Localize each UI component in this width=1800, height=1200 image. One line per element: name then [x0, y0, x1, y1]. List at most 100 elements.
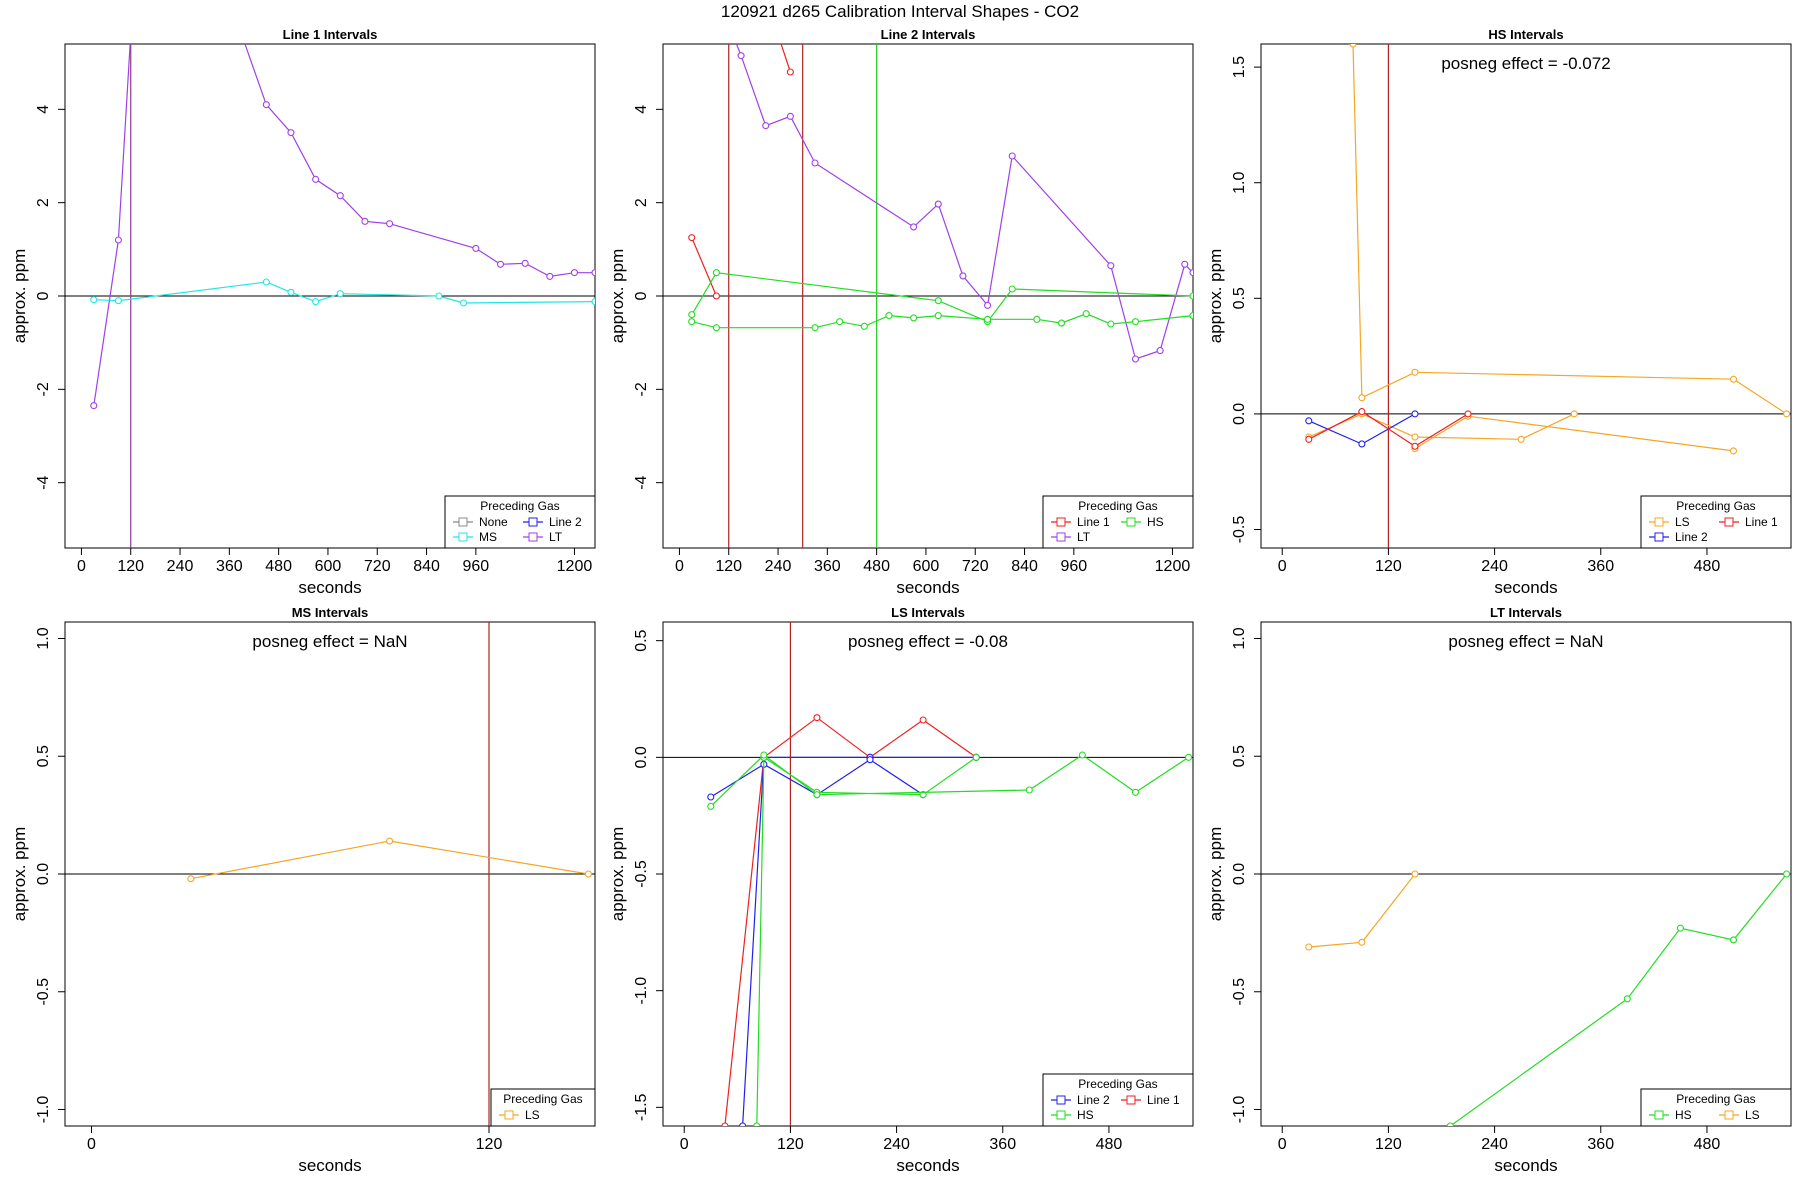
data-point: [760, 751, 768, 759]
data-point: [712, 324, 720, 332]
y-tick-label: 0.5: [1231, 745, 1248, 767]
legend-title: Preceding Gas: [1078, 499, 1157, 513]
legend-entry-label: LS: [525, 1108, 540, 1122]
series-line-line-2: [742, 756, 977, 1126]
legend-title: Preceding Gas: [1078, 1077, 1157, 1091]
data-point: [1078, 751, 1086, 759]
data-point: [688, 234, 696, 242]
data-point: [1057, 319, 1066, 327]
x-tick-label: 0: [1278, 1136, 1287, 1153]
panel-4: MS Intervals 0 120 -1.0 -0.5 0.0 0.5 1.0 seconds…: [10, 605, 596, 1175]
legend-swatch-marker: [1654, 517, 1664, 527]
y-tick-label: 0.5: [633, 629, 650, 651]
data-point: [1358, 440, 1366, 448]
plot-frame: [1260, 43, 1792, 549]
data-point: [591, 269, 595, 277]
y-tick-label: -0.5: [633, 860, 650, 888]
x-tick-label: 360: [216, 558, 243, 575]
data-point: [721, 1122, 729, 1126]
x-tick-label: 480: [265, 558, 292, 575]
data-point: [1358, 938, 1366, 946]
x-tick-label: 360: [989, 1136, 1016, 1153]
posneg-annotation: posneg effect = -0.08: [848, 632, 1008, 651]
x-tick-label: 0: [77, 558, 86, 575]
legend-entry-label: None: [479, 515, 508, 529]
data-point: [860, 322, 868, 330]
data-point: [866, 756, 874, 764]
series-line-hs: [691, 313, 1193, 329]
x-tick-label: 480: [1694, 558, 1721, 575]
x-tick-label: 1200: [1155, 558, 1191, 575]
y-tick-label: 0.5: [35, 745, 52, 767]
legend-swatch-marker: [1724, 1110, 1734, 1120]
panel-5: LS Intervals 0 120 240 360 480 -1.5 -1.0 -0.5 0.0…: [608, 605, 1194, 1175]
data-point: [786, 112, 794, 120]
data-point: [1349, 44, 1357, 48]
y-tick-label: 1.0: [1231, 627, 1248, 649]
legend-swatch-marker: [1056, 1095, 1066, 1105]
data-point: [90, 402, 98, 410]
panel-title: Line 2 Intervals: [881, 27, 976, 42]
data-point: [934, 297, 942, 305]
data-point: [570, 269, 579, 277]
series-group: [688, 32, 1193, 363]
data-point: [1107, 262, 1115, 270]
series-line-hs: [1449, 873, 1788, 1126]
legend: Preceding Gas HS LS: [1640, 1088, 1792, 1127]
data-point: [1729, 447, 1738, 455]
x-tick-label: 720: [364, 558, 391, 575]
panel-title: HS Intervals: [1488, 27, 1563, 42]
panel-title: Line 1 Intervals: [283, 27, 378, 42]
data-point: [984, 315, 992, 323]
x-axis-label: seconds: [298, 1156, 361, 1175]
data-point: [811, 159, 819, 167]
data-point: [959, 272, 967, 280]
series-line-ls: [1352, 44, 1787, 415]
data-point: [919, 716, 927, 724]
data-point: [1305, 435, 1313, 443]
data-point: [786, 68, 794, 76]
x-tick-label: 0: [87, 1136, 96, 1153]
legend-swatch-marker: [1126, 1095, 1136, 1105]
legend-swatch-marker: [1056, 1110, 1066, 1120]
y-axis-label: approx. ppm: [608, 249, 627, 344]
data-point: [312, 175, 320, 183]
series-line-line-1: [724, 716, 977, 1126]
data-point: [1411, 368, 1419, 376]
legend-entry-label: Line 2: [549, 515, 582, 529]
legend-title: Preceding Gas: [503, 1092, 582, 1106]
data-point: [1189, 312, 1193, 320]
data-point: [730, 32, 736, 38]
x-tick-label: 240: [1481, 1136, 1508, 1153]
data-point: [1131, 318, 1140, 326]
data-point: [312, 298, 320, 306]
data-point: [707, 793, 715, 801]
plot-frame: [662, 621, 1194, 1127]
legend-swatch-marker: [458, 532, 468, 542]
legend-entry-label: HS: [1147, 515, 1164, 529]
y-tick-label: 1.5: [1231, 56, 1248, 78]
y-tick-label: -1.0: [35, 1096, 52, 1124]
data-point: [1676, 924, 1684, 932]
data-point: [1305, 943, 1313, 951]
panel-title: LT Intervals: [1490, 605, 1562, 620]
series-line-hs: [756, 756, 977, 1126]
x-axis-label: seconds: [298, 578, 361, 597]
legend-entry-label: Line 1: [1745, 515, 1778, 529]
data-point: [1156, 347, 1164, 355]
x-tick-label: 0: [1278, 558, 1287, 575]
x-tick-label: 720: [962, 558, 989, 575]
y-axis-label: approx. ppm: [1206, 827, 1225, 922]
legend-entry-label: Line 2: [1675, 530, 1708, 544]
figure-title: 120921 d265 Calibration Interval Shapes …: [720, 2, 1080, 21]
y-tick-label: 0: [633, 291, 650, 300]
legend-entry-label: Line 2: [1077, 1093, 1110, 1107]
x-tick-label: 120: [715, 558, 742, 575]
series-group: [707, 714, 1193, 1126]
legend-title: Preceding Gas: [480, 499, 559, 513]
data-point: [934, 200, 942, 208]
legend-swatch-marker: [1654, 1110, 1664, 1120]
data-point: [1446, 1122, 1454, 1126]
x-tick-label: 120: [1375, 1136, 1402, 1153]
data-point: [262, 278, 270, 286]
